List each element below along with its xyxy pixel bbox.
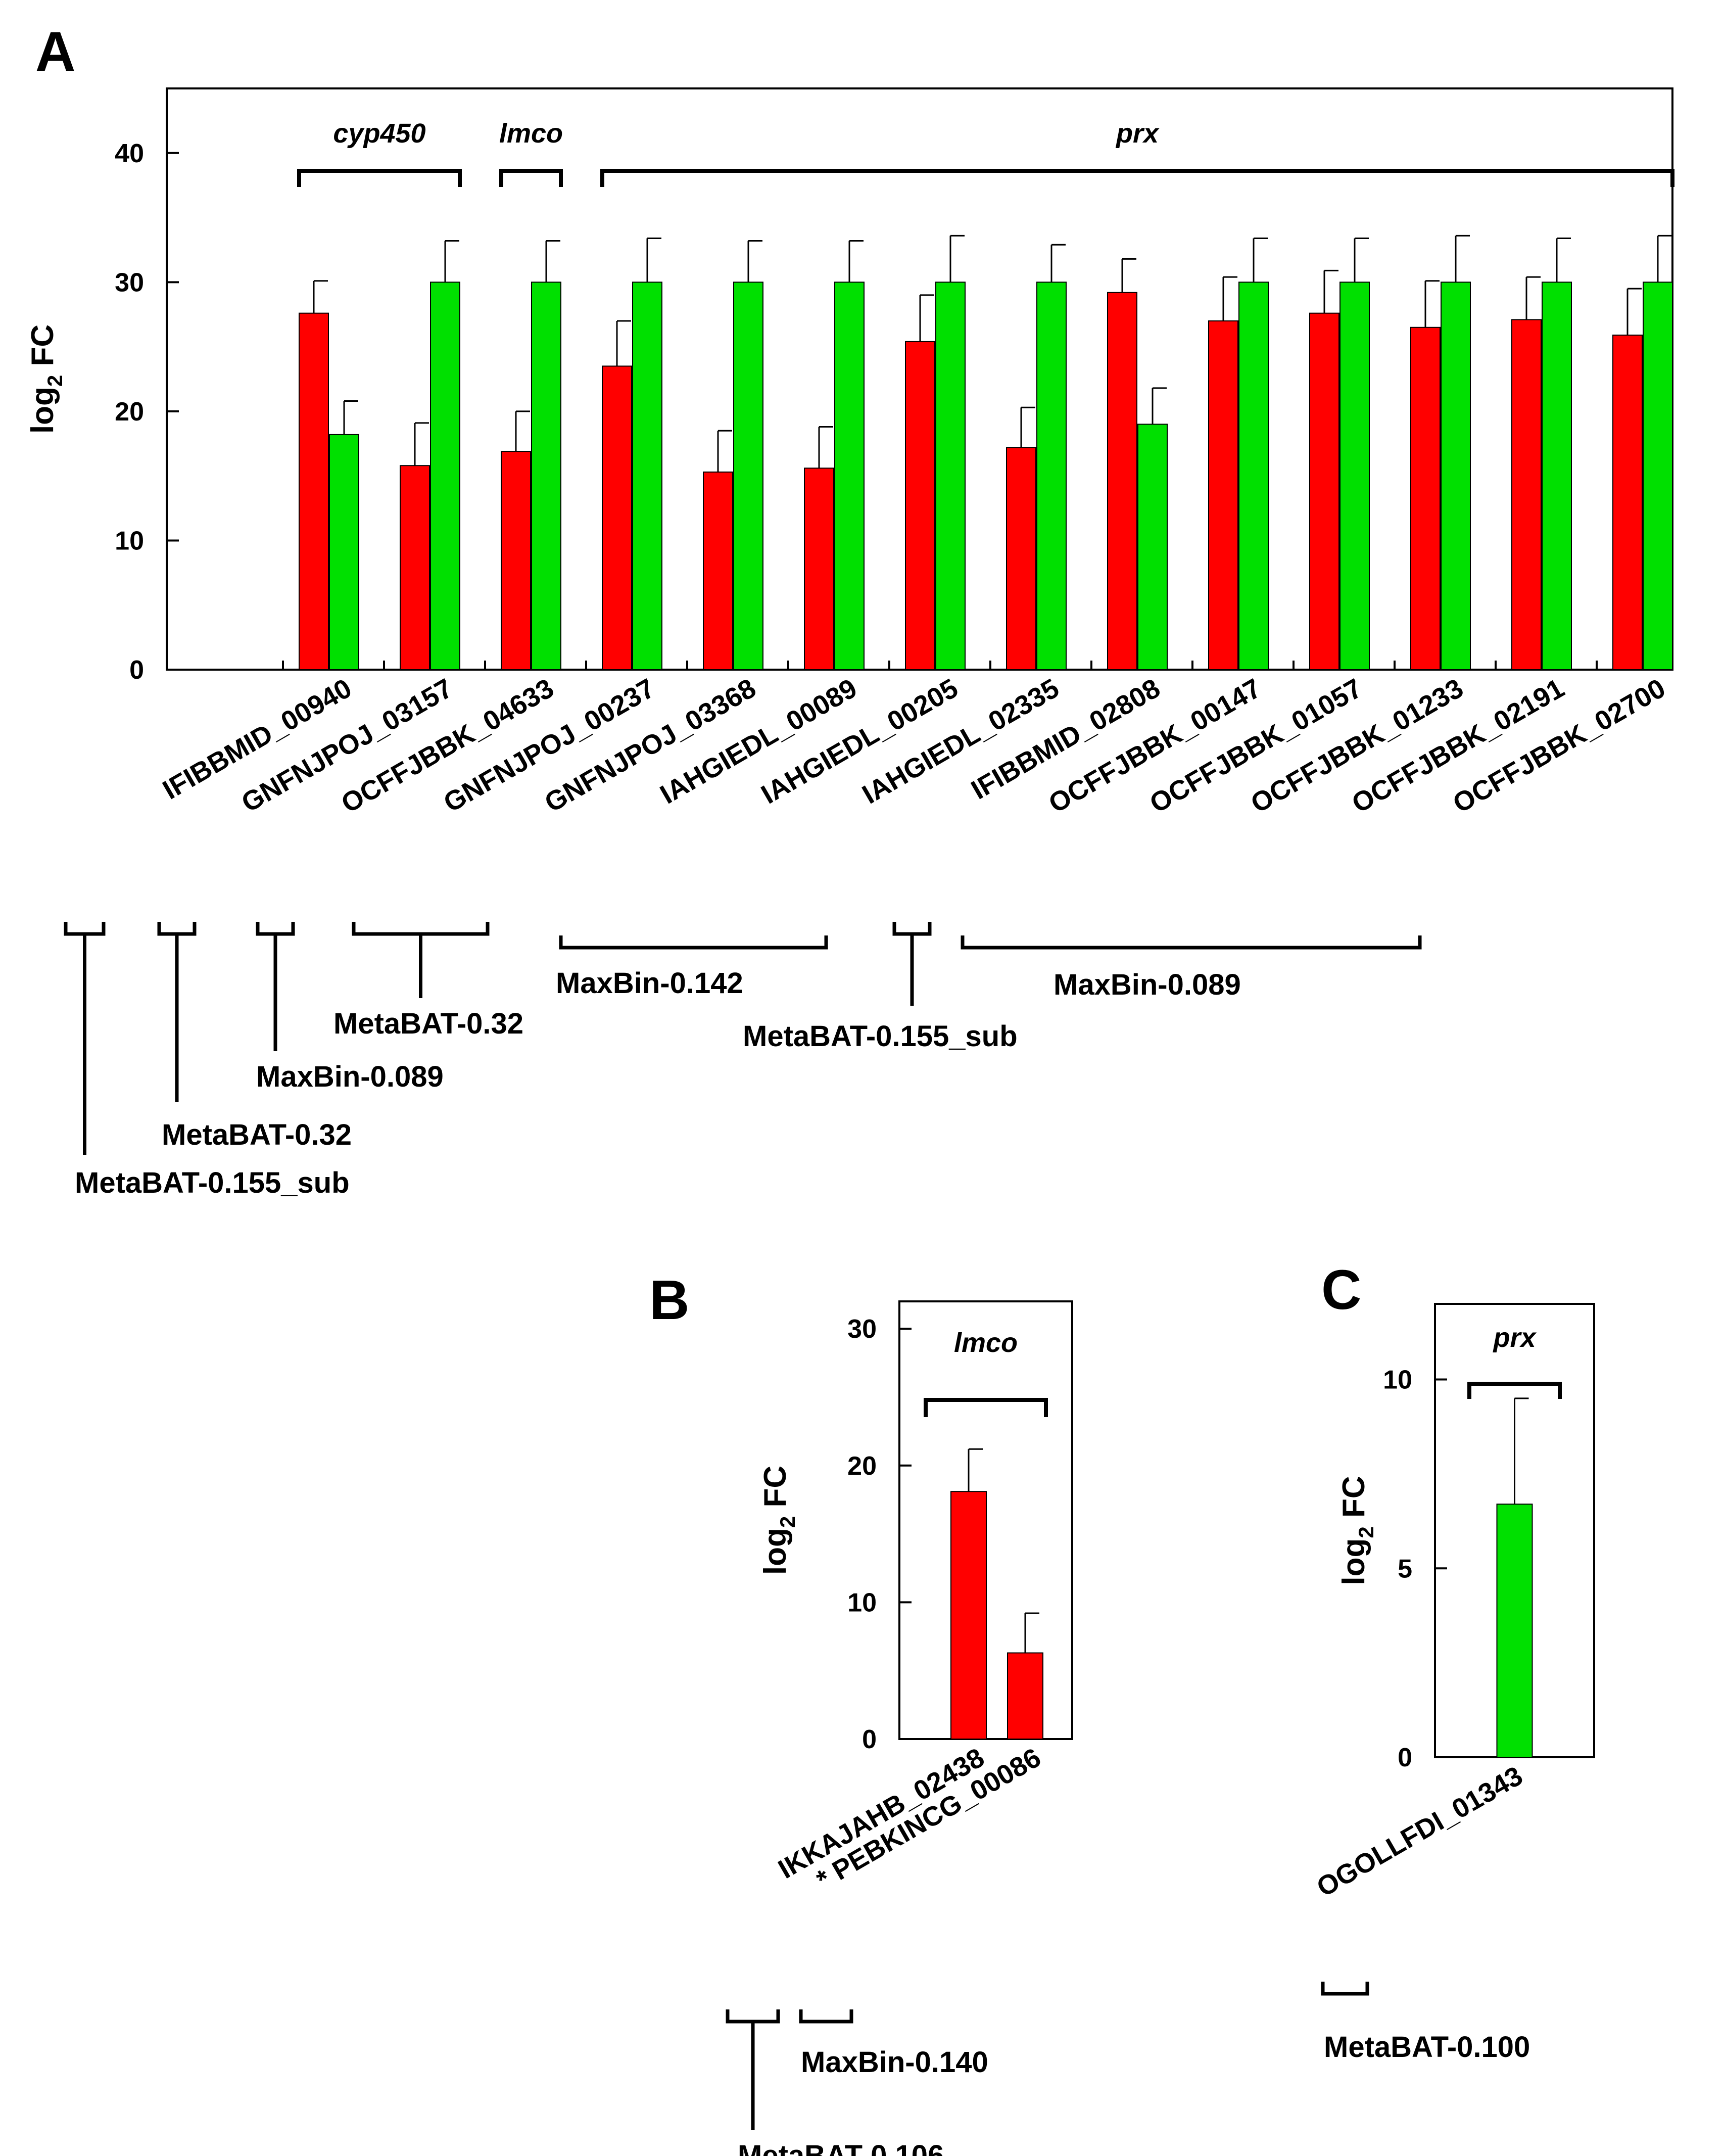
bin-label: MetaBAT-0.155_sub [743, 1020, 1018, 1053]
bin-label: MaxBin-0.140 [801, 2046, 988, 2079]
bar [1511, 319, 1542, 670]
bar [531, 282, 561, 670]
y-axis-label-log: log [758, 1528, 793, 1575]
y-tick-label: 30 [115, 268, 144, 297]
bar [733, 282, 763, 670]
bin-bracket [157, 922, 197, 936]
bin-label: MaxBin-0.089 [1054, 968, 1241, 1001]
bin-label: MaxBin-0.089 [256, 1060, 444, 1093]
bin-label: MetaBAT-0.106 [738, 2139, 944, 2156]
bar [804, 467, 834, 670]
y-axis-label: log2 FC [1336, 1476, 1378, 1585]
bar [430, 282, 460, 670]
y-tick-label: 30 [847, 1315, 877, 1344]
group-bracket [924, 1398, 1048, 1417]
y-tick-label: 20 [847, 1451, 877, 1481]
bar [1441, 282, 1471, 670]
panel-letter-C: C [1321, 1259, 1361, 1321]
bar [1137, 424, 1168, 670]
bar [602, 365, 632, 670]
bin-label: MetaBAT-0.32 [333, 1007, 523, 1040]
bar [501, 451, 531, 670]
bin-bracket [64, 922, 106, 936]
y-tick-label: 0 [129, 655, 144, 685]
bar [329, 434, 359, 671]
bar [632, 282, 662, 670]
bar [1238, 282, 1269, 670]
bin-label: MetaBAT-0.155_sub [75, 1166, 350, 1199]
bar [1208, 320, 1238, 670]
bin-bracket [1321, 1982, 1369, 1996]
bar [1006, 447, 1036, 670]
bar [1643, 282, 1673, 670]
panel-letter-A: A [35, 21, 75, 83]
y-axis-label-sub: 2 [43, 375, 67, 387]
y-tick-label: 40 [115, 139, 144, 168]
bin-label: MetaBAT-0.100 [1324, 2031, 1530, 2064]
bin-bracket [892, 922, 932, 936]
group-label: prx [1492, 1323, 1537, 1353]
y-tick-label: 0 [862, 1725, 877, 1754]
y-axis-label-log: log [1336, 1538, 1371, 1585]
bar [1107, 292, 1137, 670]
y-axis-label: log2 FC [25, 324, 67, 434]
y-axis-label-fc: FC [758, 1466, 793, 1516]
bin-bracket [256, 922, 295, 936]
bin-label: MetaBAT-0.32 [162, 1118, 352, 1151]
group-bracket [1467, 1382, 1562, 1399]
y-axis-label-fc: FC [1336, 1476, 1371, 1526]
bar [1036, 282, 1067, 670]
panel-C: C 0 5 10 log2 FC OGOLLFDI_01343 prx MetaBAT-0.1… [1312, 1259, 1595, 2064]
y-tick-label: 0 [1398, 1743, 1412, 1772]
group-label: prx [1115, 118, 1160, 149]
y-axis-label-sub: 2 [776, 1516, 799, 1528]
bin-bracket [726, 2009, 780, 2024]
group-bracket [499, 169, 563, 187]
y-tick-label: 10 [115, 526, 144, 555]
group-bracket [600, 169, 1674, 187]
y-tick-label: 5 [1398, 1554, 1412, 1583]
y-axis-label-log: log [25, 387, 60, 434]
bin-bracket [559, 935, 828, 950]
bar [1007, 1652, 1043, 1740]
y-tick-label: 20 [115, 397, 144, 427]
bar [905, 341, 935, 670]
bar [1542, 282, 1572, 670]
bar [834, 282, 865, 670]
bar [1339, 282, 1370, 670]
bin-label: MaxBin-0.142 [556, 967, 743, 1000]
bin-bracket [352, 922, 490, 936]
y-tick-label: 10 [847, 1588, 877, 1617]
bin-bracket [799, 2009, 853, 2024]
y-axis-label-sub: 2 [1354, 1526, 1378, 1538]
bar [400, 465, 430, 670]
group-bracket [297, 169, 462, 187]
bar [950, 1491, 987, 1740]
bar [1496, 1504, 1533, 1758]
y-axis-label-fc: FC [25, 324, 60, 375]
y-tick-label: 10 [1383, 1366, 1412, 1395]
group-label: lmco [954, 1328, 1018, 1358]
group-label: cyp450 [333, 118, 425, 149]
group-label: lmco [499, 118, 563, 149]
panel-letter-B: B [649, 1269, 689, 1331]
x-tick-label: OGOLLFDI_01343 [1312, 1760, 1528, 1903]
bin-bracket [961, 935, 1422, 950]
bar [703, 472, 733, 670]
bar [1309, 312, 1339, 670]
bar [299, 312, 329, 670]
y-axis-label: log2 FC [758, 1466, 799, 1575]
bar [1410, 326, 1441, 670]
bar [1612, 335, 1643, 670]
bar [935, 282, 966, 670]
